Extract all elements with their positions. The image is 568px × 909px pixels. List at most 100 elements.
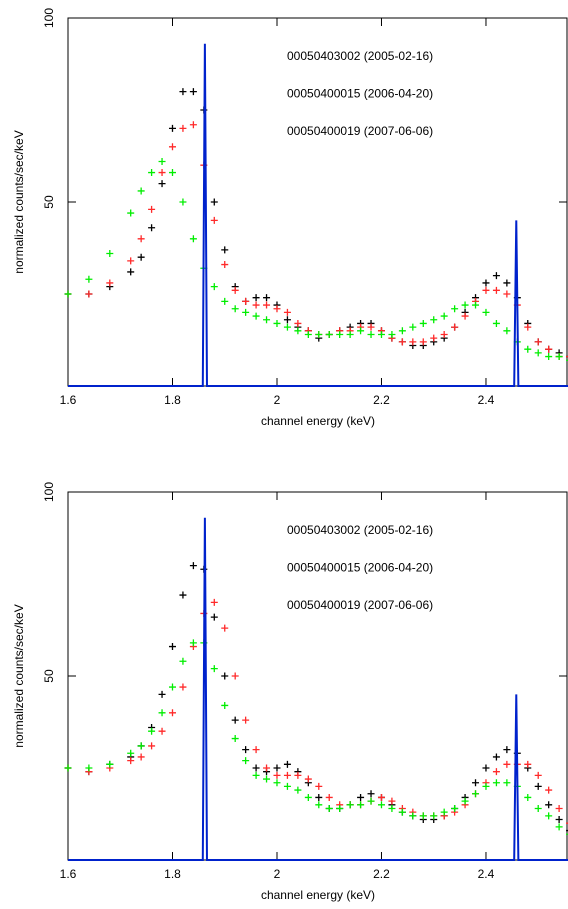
data-point bbox=[283, 782, 291, 790]
data-point bbox=[294, 771, 302, 779]
data-point bbox=[325, 804, 333, 812]
data-point bbox=[294, 786, 302, 794]
legend-entry: 00050403002 (2005-02-16) bbox=[287, 523, 433, 537]
data-point bbox=[503, 279, 511, 287]
data-point bbox=[242, 716, 250, 724]
data-point bbox=[283, 308, 291, 316]
y-tick-label: 50 bbox=[42, 195, 56, 209]
data-point bbox=[461, 797, 469, 805]
data-point bbox=[148, 742, 156, 750]
data-point bbox=[451, 323, 459, 331]
data-point bbox=[106, 250, 114, 258]
data-point bbox=[210, 598, 218, 606]
x-tick-label: 2.2 bbox=[373, 867, 390, 881]
data-point bbox=[168, 143, 176, 151]
data-point bbox=[127, 757, 135, 765]
data-point bbox=[189, 562, 197, 570]
data-point bbox=[263, 301, 271, 309]
x-tick-label: 1.6 bbox=[60, 867, 77, 881]
data-point bbox=[179, 88, 187, 96]
spike-line bbox=[68, 43, 568, 387]
data-point bbox=[263, 294, 271, 302]
data-point bbox=[377, 793, 385, 801]
data-point bbox=[534, 771, 542, 779]
data-point bbox=[482, 279, 490, 287]
data-point bbox=[503, 327, 511, 335]
data-point bbox=[555, 353, 563, 361]
data-point bbox=[304, 330, 312, 338]
data-point bbox=[148, 727, 156, 735]
data-point bbox=[472, 779, 480, 787]
data-point bbox=[524, 345, 532, 353]
panel: 1.6 1.8 2 2.2 2.4 50 100 channel energy (keV) no… bbox=[12, 8, 568, 428]
data-point bbox=[524, 323, 532, 331]
data-point bbox=[294, 319, 302, 327]
data-point bbox=[252, 764, 260, 772]
data-point bbox=[85, 290, 93, 298]
data-point bbox=[273, 305, 281, 313]
data-point bbox=[189, 639, 197, 647]
y-axis-label: normalized counts/sec/keV bbox=[12, 604, 26, 747]
data-point bbox=[545, 353, 553, 361]
data-point bbox=[336, 330, 344, 338]
data-point bbox=[566, 829, 568, 832]
data-point bbox=[189, 121, 197, 129]
data-point bbox=[221, 246, 229, 254]
data-point bbox=[252, 771, 260, 779]
data-point bbox=[127, 209, 135, 217]
data-point bbox=[252, 294, 260, 302]
data-point bbox=[242, 308, 250, 316]
data-point bbox=[168, 709, 176, 717]
data-point bbox=[566, 822, 568, 824]
data-point bbox=[346, 330, 354, 338]
data-point bbox=[106, 760, 114, 768]
data-point bbox=[64, 764, 72, 772]
legend-entry: 00050400019 (2007-06-06) bbox=[287, 124, 433, 138]
data-point bbox=[283, 323, 291, 331]
data-point bbox=[304, 775, 312, 783]
data-point bbox=[189, 88, 197, 96]
data-point bbox=[127, 268, 135, 276]
data-point bbox=[158, 690, 166, 698]
data-point bbox=[221, 672, 229, 680]
legend-entry: 00050403002 (2005-02-16) bbox=[287, 49, 433, 63]
data-point bbox=[137, 753, 145, 761]
data-point bbox=[545, 801, 553, 809]
data-point bbox=[419, 812, 427, 820]
data-point bbox=[555, 823, 563, 831]
data-point bbox=[566, 359, 568, 361]
data-point bbox=[179, 124, 187, 132]
data-point bbox=[545, 786, 553, 794]
x-axis-label: channel energy (keV) bbox=[261, 888, 375, 902]
data-point bbox=[534, 349, 542, 357]
data-point bbox=[158, 180, 166, 188]
data-point bbox=[231, 735, 239, 743]
data-point bbox=[492, 272, 500, 280]
data-point bbox=[503, 746, 511, 754]
data-point bbox=[545, 812, 553, 820]
data-point bbox=[210, 613, 218, 621]
x-tick-label: 1.6 bbox=[60, 393, 77, 407]
data-point bbox=[388, 804, 396, 812]
x-tick-label: 2 bbox=[274, 867, 281, 881]
data-point bbox=[472, 790, 480, 798]
data-point bbox=[492, 768, 500, 776]
data-point bbox=[273, 779, 281, 787]
data-point bbox=[566, 833, 568, 835]
data-point bbox=[179, 198, 187, 206]
data-point bbox=[555, 804, 563, 812]
data-point bbox=[315, 801, 323, 809]
data-point bbox=[304, 793, 312, 801]
data-point bbox=[430, 334, 438, 342]
data-point bbox=[231, 716, 239, 724]
data-point bbox=[168, 683, 176, 691]
spike-line bbox=[68, 517, 568, 861]
data-point bbox=[419, 319, 427, 327]
data-point bbox=[221, 297, 229, 305]
data-point bbox=[492, 286, 500, 294]
data-point bbox=[482, 286, 490, 294]
data-point bbox=[283, 771, 291, 779]
legend-entry: 00050400019 (2007-06-06) bbox=[287, 598, 433, 612]
data-point bbox=[367, 330, 375, 338]
data-point bbox=[221, 624, 229, 632]
